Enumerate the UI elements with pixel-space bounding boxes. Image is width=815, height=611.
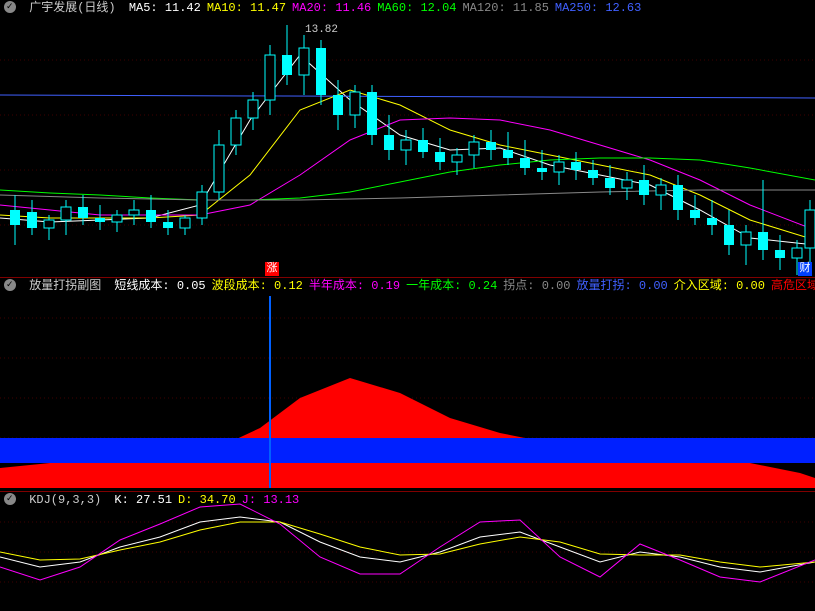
cai-badge: 财 — [798, 262, 812, 276]
main-chart-panel[interactable]: 广宇发展(日线) MA5: 11.42MA10: 11.47MA20: 11.4… — [0, 0, 815, 278]
high-price-label: 13.82 — [305, 24, 338, 36]
volume-indicator-chart[interactable] — [0, 278, 815, 492]
kdj-panel[interactable]: KDJ(9,3,3) K: 27.51D: 34.70J: 13.13 — [0, 492, 815, 611]
kdj-chart[interactable] — [0, 492, 815, 611]
zhang-badge: 涨 — [265, 262, 279, 276]
volume-indicator-panel[interactable]: 放量打拐副图 短线成本: 0.05波段成本: 0.12半年成本: 0.19一年成… — [0, 278, 815, 492]
candlestick-chart[interactable] — [0, 0, 815, 278]
